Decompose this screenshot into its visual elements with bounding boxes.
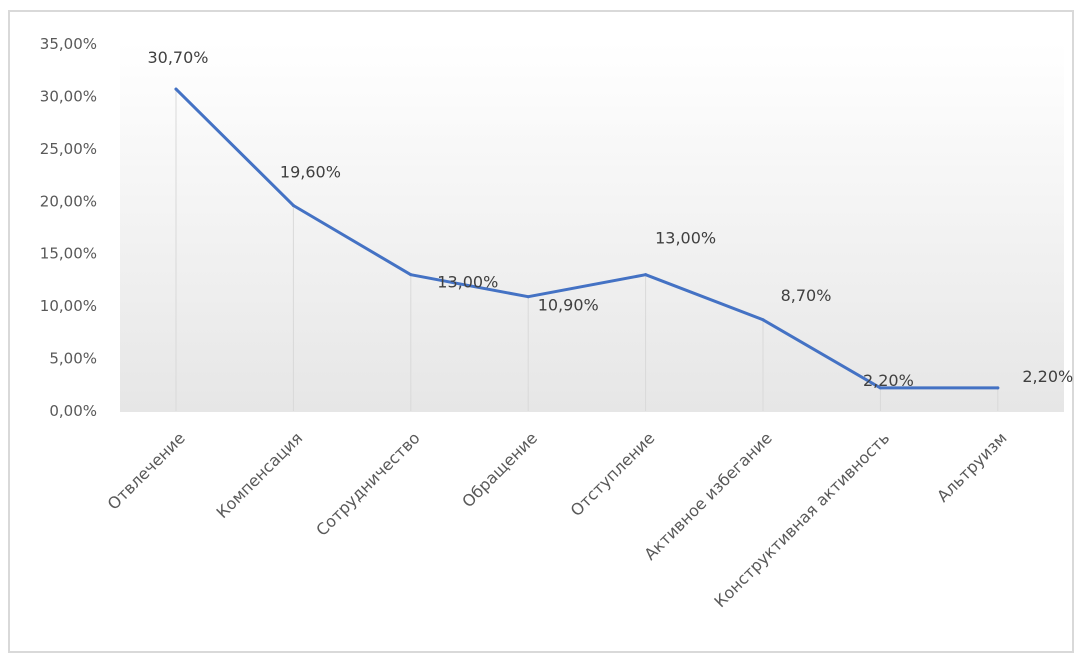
- y-tick-label: 5,00%: [49, 350, 97, 368]
- category-label: Сотрудничество: [312, 428, 423, 539]
- y-tick-label: 20,00%: [40, 192, 97, 210]
- y-tick-label: 10,00%: [40, 297, 97, 315]
- data-point: [174, 87, 178, 91]
- data-point: [761, 318, 765, 322]
- y-tick-label: 25,00%: [40, 140, 97, 158]
- data-label: 8,70%: [781, 286, 832, 305]
- category-label: Компенсация: [213, 428, 307, 522]
- data-label: 19,60%: [280, 162, 341, 181]
- data-labels: 30,70% 19,60% 13,00% 10,90% 13,00% 8,70% 2,20%…: [147, 48, 1073, 390]
- category-label: Обращение: [458, 428, 541, 511]
- data-point: [996, 386, 1000, 390]
- y-axis: 0,00% 5,00% 10,00% 15,00% 20,00% 25,00% 30,00%…: [40, 35, 97, 420]
- data-point: [409, 273, 413, 277]
- data-label: 30,70%: [147, 48, 208, 67]
- chart-frame: 0,00% 5,00% 10,00% 15,00% 20,00% 25,00% 30,00%…: [8, 10, 1074, 653]
- data-point: [526, 295, 530, 299]
- data-label: 2,20%: [1022, 367, 1073, 386]
- x-axis: Отвлечение Компенсация Сотрудничество Обращ…: [104, 428, 1011, 611]
- y-tick-label: 35,00%: [40, 35, 97, 53]
- category-label: Отступление: [567, 428, 659, 520]
- category-label: Отвлечение: [104, 428, 189, 513]
- data-label: 13,00%: [655, 229, 716, 248]
- y-tick-label: 0,00%: [49, 402, 97, 420]
- series-line: [174, 87, 1000, 390]
- y-tick-label: 30,00%: [40, 87, 97, 105]
- data-point: [291, 203, 295, 207]
- line-chart: 0,00% 5,00% 10,00% 15,00% 20,00% 25,00% 30,00%…: [40, 35, 1073, 611]
- series: [174, 87, 1000, 390]
- drop-lines: [175, 89, 999, 411]
- plot-area: [120, 42, 1064, 412]
- category-label: Альтруизм: [933, 428, 1010, 505]
- data-point: [644, 273, 648, 277]
- y-tick-label: 15,00%: [40, 245, 97, 263]
- data-label: 2,20%: [863, 371, 914, 390]
- category-label: Активное избегание: [640, 428, 775, 563]
- data-label: 13,00%: [437, 273, 498, 292]
- data-label: 10,90%: [538, 296, 599, 315]
- data-point: [878, 386, 882, 390]
